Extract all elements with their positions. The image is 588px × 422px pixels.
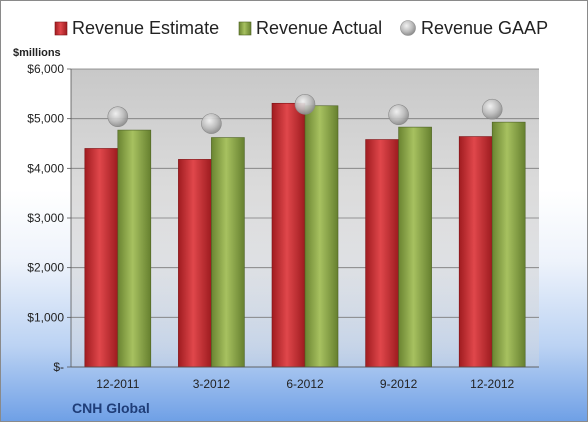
bar-actual bbox=[117, 129, 152, 368]
legend: Revenue Estimate Revenue Actual Revenue … bbox=[54, 18, 548, 38]
bar-estimate bbox=[271, 102, 306, 368]
x-tick-label: 12-2011 bbox=[96, 377, 139, 391]
legend-swatch-estimate bbox=[54, 21, 68, 36]
bar-actual bbox=[398, 126, 432, 368]
bar-estimate bbox=[178, 159, 212, 368]
bar-actual bbox=[304, 105, 339, 368]
marker-gaap bbox=[481, 98, 503, 120]
marker-gaap bbox=[107, 106, 129, 127]
bars bbox=[84, 102, 526, 368]
bar-actual bbox=[491, 121, 526, 368]
unit-label: $millions bbox=[13, 47, 61, 59]
x-axis: 12-2011 3-2012 6-2012 9-2012 12-2012 bbox=[71, 366, 539, 391]
y-tick-label: $1,000 bbox=[27, 310, 64, 324]
legend-swatch-actual bbox=[238, 21, 252, 36]
marker-gaap bbox=[201, 113, 222, 134]
legend-marker-gaap bbox=[400, 20, 416, 36]
legend-label-gaap: Revenue GAAP bbox=[421, 18, 548, 38]
legend-label-estimate: Revenue Estimate bbox=[72, 18, 219, 38]
legend-label-actual: Revenue Actual bbox=[256, 18, 382, 38]
bar-estimate bbox=[458, 136, 493, 368]
y-tick-label: $6,000 bbox=[27, 62, 64, 76]
bar-estimate bbox=[365, 139, 399, 368]
marker-gaap bbox=[294, 93, 316, 115]
gaap-markers bbox=[107, 93, 503, 134]
y-tick-label: $- bbox=[53, 360, 64, 374]
y-tick-label: $3,000 bbox=[27, 211, 64, 225]
y-tick-label: $4,000 bbox=[27, 161, 64, 175]
x-tick-label: 3-2012 bbox=[193, 377, 231, 391]
y-tick-label: $5,000 bbox=[27, 112, 64, 126]
x-tick-label: 6-2012 bbox=[286, 377, 324, 391]
x-tick-label: 12-2012 bbox=[470, 377, 514, 391]
marker-gaap bbox=[388, 104, 409, 125]
y-tick-label: $2,000 bbox=[27, 261, 64, 275]
y-axis: $- $1,000 $2,000 $3,000 $4,000 $5,000 $6,000 bbox=[27, 62, 72, 374]
bar-estimate bbox=[84, 148, 119, 368]
bar-actual bbox=[211, 137, 245, 368]
company-name: CNH Global bbox=[72, 400, 150, 416]
x-tick-label: 9-2012 bbox=[380, 377, 418, 391]
